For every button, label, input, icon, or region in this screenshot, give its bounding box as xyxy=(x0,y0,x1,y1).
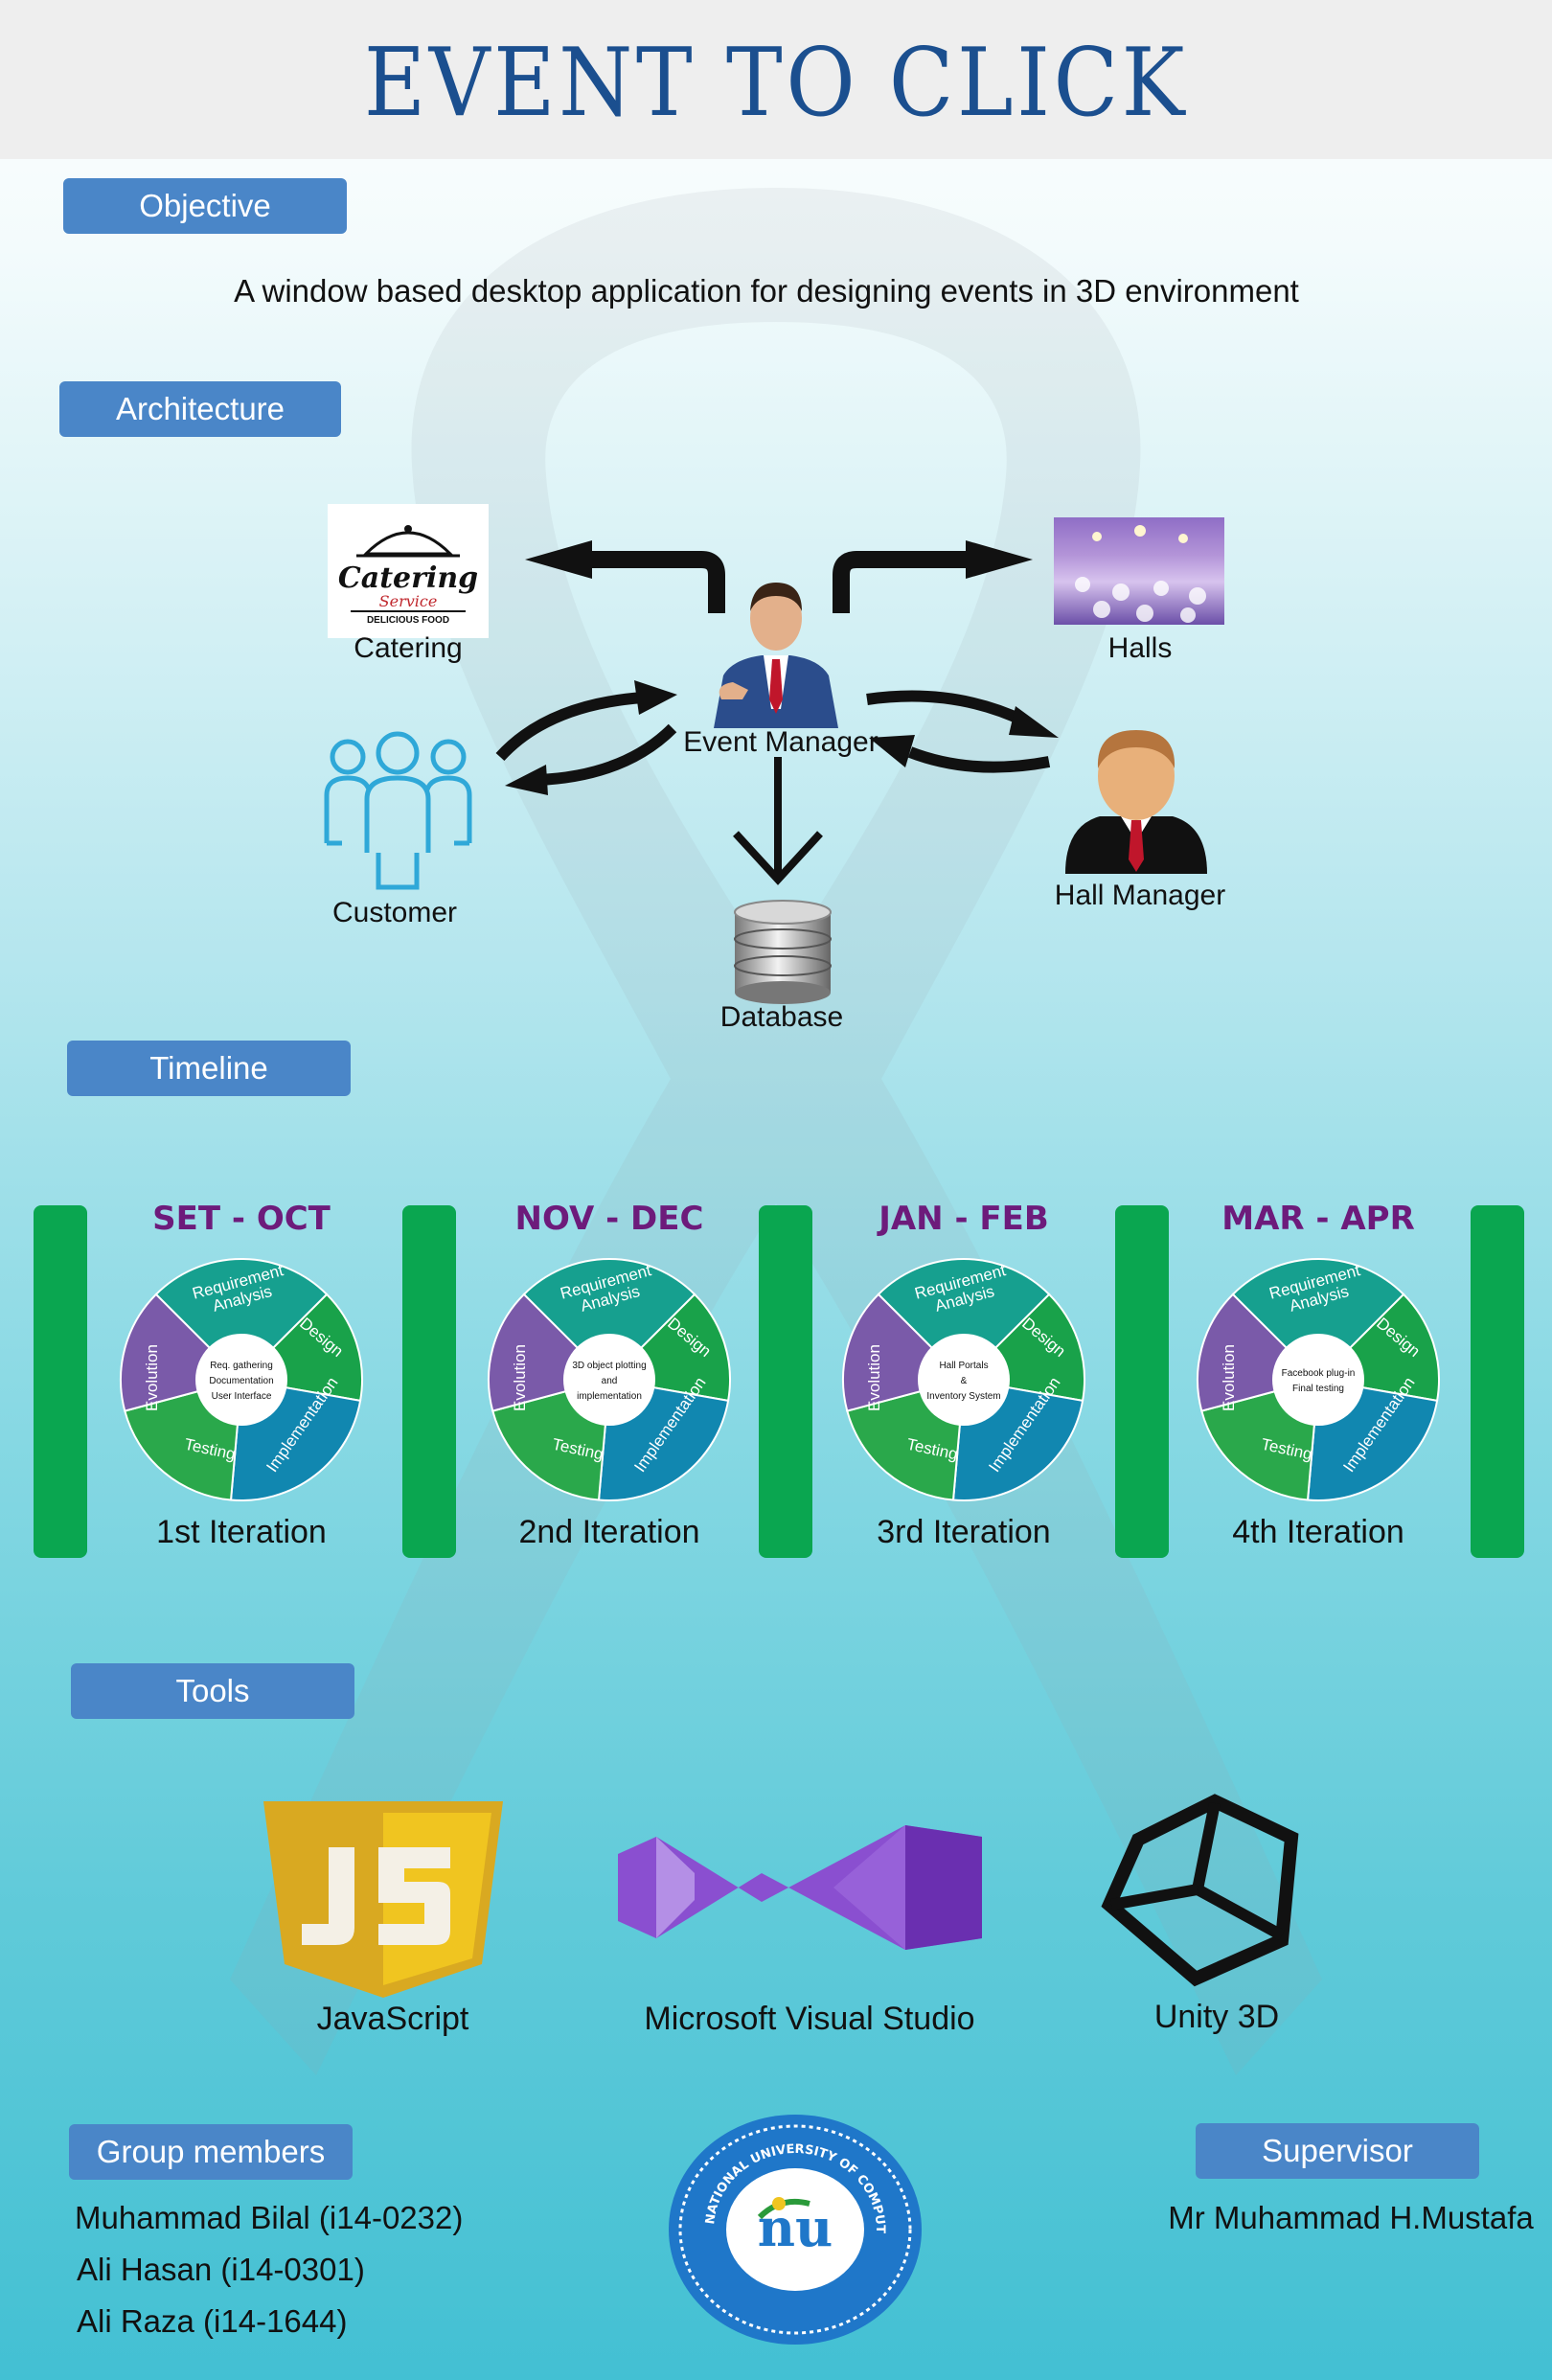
wheel-center-text: and xyxy=(602,1376,618,1386)
wheel-center-text: Hall Portals xyxy=(939,1361,988,1371)
timeline-divider-5 xyxy=(1471,1205,1524,1558)
iteration-period: SET - OCT xyxy=(152,1200,331,1238)
arrow-to-catering xyxy=(525,540,725,613)
catering-label: Catering xyxy=(354,632,463,664)
awareness-ribbon-watermark xyxy=(230,188,1322,2075)
hall-manager-icon xyxy=(1065,730,1207,874)
wheel-segment-label: Evolution xyxy=(143,1344,161,1411)
arrow-to-halls xyxy=(833,540,1033,613)
unity-logo-icon xyxy=(1101,1794,1299,1987)
iteration-period: NOV - DEC xyxy=(514,1200,704,1238)
cycle-arrows-hall-manager xyxy=(866,690,1059,773)
wheel-center xyxy=(1272,1334,1364,1426)
wheel-center xyxy=(563,1334,655,1426)
iteration-cycle-wheel: RequirementAnalysisDesignImplementationT… xyxy=(488,1258,731,1501)
event-manager-icon xyxy=(714,583,838,728)
wheel-segment-requirement xyxy=(522,1258,696,1382)
catering-logo-subtitle: Service xyxy=(378,592,438,610)
group-members-label: Group members xyxy=(69,2124,353,2180)
wheel-segment-requirement xyxy=(154,1258,329,1382)
timeline-divider-1 xyxy=(34,1205,87,1558)
wheel-segment-label: Evolution xyxy=(1220,1344,1238,1411)
database-icon xyxy=(734,900,832,1004)
wheel-center-text: 3D object plotting xyxy=(572,1361,646,1371)
iteration-name: 4th Iteration xyxy=(1232,1514,1404,1550)
iteration-cycle-wheel: RequirementAnalysisDesignImplementationT… xyxy=(842,1258,1085,1501)
wheel-center-text: implementation xyxy=(577,1391,642,1402)
iteration-name: 1st Iteration xyxy=(156,1514,327,1550)
catering-logo: Catering Service DELICIOUS FOOD xyxy=(328,504,489,638)
timeline-divider-4 xyxy=(1115,1205,1169,1558)
tool-label-visual-studio: Microsoft Visual Studio xyxy=(644,2001,975,2037)
member-1: Muhammad Bilal (i14-0232) xyxy=(75,2200,464,2235)
tool-label-javascript: JavaScript xyxy=(316,2001,469,2037)
iteration-name: 2nd Iteration xyxy=(518,1514,700,1550)
wheel-center-text: Facebook plug-in xyxy=(1282,1368,1356,1379)
customer-label: Customer xyxy=(331,897,458,928)
timeline-divider-2 xyxy=(402,1205,456,1558)
wheel-center-text: Documentation xyxy=(209,1376,273,1386)
iteration-cycle-wheel: RequirementAnalysisDesignImplementationT… xyxy=(1197,1258,1440,1501)
objective-label: Objective xyxy=(63,178,347,234)
header-band xyxy=(0,0,1552,159)
iteration-period: MAR - APR xyxy=(1221,1200,1415,1238)
supervisor-name: Mr Muhammad H.Mustafa xyxy=(1168,2200,1534,2235)
halls-image xyxy=(1054,517,1224,625)
wheel-segment-requirement xyxy=(877,1258,1051,1382)
hall-manager-label: Hall Manager xyxy=(1054,880,1226,911)
wheel-center xyxy=(918,1334,1010,1426)
iteration-cycle-wheel: RequirementAnalysisDesignImplementationT… xyxy=(120,1258,363,1501)
wheel-segment-label: Evolution xyxy=(511,1344,529,1411)
wheel-center-text: & xyxy=(961,1376,968,1386)
timeline-label: Timeline xyxy=(67,1041,351,1096)
timeline-divider-3 xyxy=(759,1205,812,1558)
university-seal-logo: NATIONAL UNIVERSITY OF COMPUTER & EMERGI… xyxy=(666,2112,922,2345)
catering-logo-title: Catering xyxy=(337,561,479,595)
cloche-icon xyxy=(351,525,466,612)
supervisor-label: Supervisor xyxy=(1196,2123,1479,2179)
wheel-center-text: Req. gathering xyxy=(210,1361,273,1371)
architecture-label: Architecture xyxy=(59,381,341,437)
iteration-name: 3rd Iteration xyxy=(877,1514,1051,1550)
database-label: Database xyxy=(719,1001,844,1033)
tool-label-unity: Unity 3D xyxy=(1153,1999,1280,2035)
customer-icon xyxy=(324,731,472,890)
page-title: EVENT TO CLICK xyxy=(363,29,1189,138)
wheel-center-text: User Interface xyxy=(212,1391,272,1402)
cycle-arrows-customer xyxy=(495,680,677,795)
event-manager-label: Event Manager xyxy=(683,726,879,758)
wheel-segment-label: Evolution xyxy=(865,1344,883,1411)
halls-label: Halls xyxy=(1107,632,1173,664)
wheel-center-text: Final testing xyxy=(1292,1384,1344,1394)
member-2: Ali Hasan (i14-0301) xyxy=(77,2252,365,2287)
arrow-to-database xyxy=(733,757,823,885)
iteration-period: JAN - FEB xyxy=(879,1200,1049,1238)
catering-logo-tagline: DELICIOUS FOOD xyxy=(366,615,450,626)
member-3: Ali Raza (i14-1644) xyxy=(77,2303,348,2339)
tools-label: Tools xyxy=(71,1663,354,1719)
visual-studio-logo-icon xyxy=(618,1825,982,1950)
wheel-center xyxy=(195,1334,287,1426)
wheel-segment-requirement xyxy=(1231,1258,1405,1382)
javascript-logo-icon xyxy=(263,1801,503,1998)
wheel-center-text: Inventory System xyxy=(926,1391,1000,1402)
objective-text: A window based desktop application for d… xyxy=(234,273,1299,309)
